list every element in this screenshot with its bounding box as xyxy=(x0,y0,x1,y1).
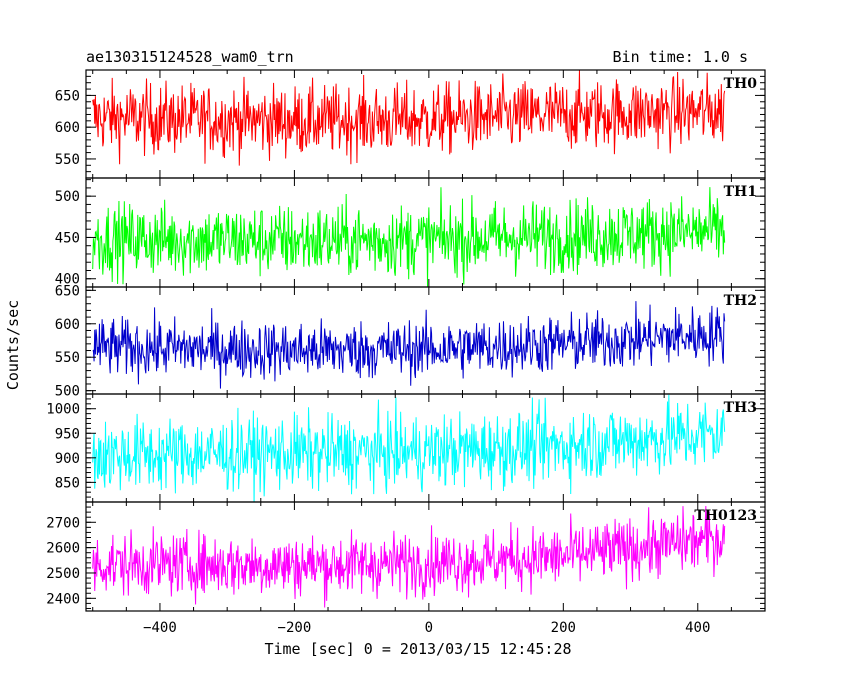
series-name-th2: TH2 xyxy=(724,293,757,309)
panel-th2: 500 550 600 650 TH2 xyxy=(55,283,766,400)
panel-th0: 550 600 650 TH0 xyxy=(55,69,766,179)
x-tick-label: 200 xyxy=(551,620,576,636)
series-name-th3: TH3 xyxy=(724,400,757,416)
y-tick-label: 2600 xyxy=(46,541,80,557)
y-tick-label: 2700 xyxy=(46,515,80,531)
x-tick-label: −200 xyxy=(278,620,312,636)
y-tick-label: 550 xyxy=(55,350,80,366)
series-th3 xyxy=(92,394,726,502)
series-th0 xyxy=(92,70,726,166)
y-tick-label: 650 xyxy=(55,88,80,104)
y-tick-label: 450 xyxy=(55,230,80,246)
y-tick-label: 550 xyxy=(55,152,80,168)
x-tick-label: −400 xyxy=(143,620,177,636)
bin-time-label: Bin time: 1.0 s xyxy=(613,48,748,66)
series-th1 xyxy=(92,187,726,287)
y-tick-label: 850 xyxy=(55,475,80,491)
series-name-th1: TH1 xyxy=(724,184,757,200)
y-tick-label: 900 xyxy=(55,451,80,467)
series-th2 xyxy=(92,301,726,389)
x-tick-label: 0 xyxy=(425,620,433,636)
y-tick-label: 500 xyxy=(55,189,80,205)
y-tick-label: 600 xyxy=(55,120,80,136)
panel-th1: 400 450 500 TH1 xyxy=(55,177,766,288)
panels-group: 550 600 650 TH0 400 450 500 TH1 500 550 600 650 TH2 8… xyxy=(46,69,766,612)
panel-frame xyxy=(85,501,766,612)
y-tick-label: 400 xyxy=(55,272,80,288)
series-name-th0: TH0 xyxy=(724,76,758,92)
y-tick-label: 500 xyxy=(55,384,80,400)
y-tick-label: 600 xyxy=(55,317,80,333)
x-axis-label: Time [sec] 0 = 2013/03/15 12:45:28 xyxy=(264,640,571,658)
y-tick-label: 950 xyxy=(55,426,80,442)
y-tick-label: 650 xyxy=(55,283,80,299)
chart-title: ae130315124528_wam0_trn xyxy=(86,48,294,66)
x-axis: −400 −200 0 200 400 xyxy=(143,620,710,636)
y-tick-label: 2400 xyxy=(46,591,80,607)
y-tick-label: 2500 xyxy=(46,566,80,582)
x-tick-label: 400 xyxy=(685,620,710,636)
y-tick-label: 1000 xyxy=(46,402,80,418)
series-name-th0123: TH0123 xyxy=(694,508,757,524)
series-th0123 xyxy=(92,506,726,608)
panel-th0123: 2400 2500 2600 2700 TH0123 xyxy=(46,501,766,612)
panel-th3: 850 900 950 1000 TH3 xyxy=(46,393,766,503)
y-axis-label: Counts/sec xyxy=(4,300,22,390)
